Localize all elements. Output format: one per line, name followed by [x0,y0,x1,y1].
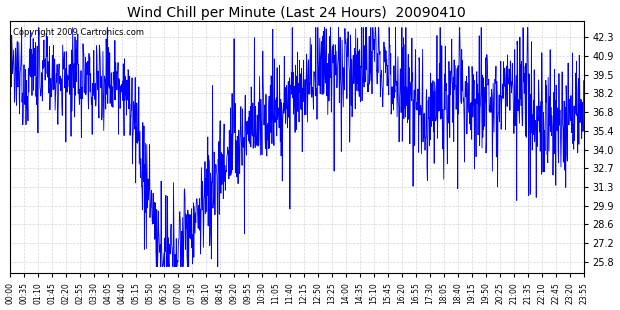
Title: Wind Chill per Minute (Last 24 Hours)  20090410: Wind Chill per Minute (Last 24 Hours) 20… [128,6,466,20]
Text: Copyright 2009 Cartronics.com: Copyright 2009 Cartronics.com [13,28,144,37]
